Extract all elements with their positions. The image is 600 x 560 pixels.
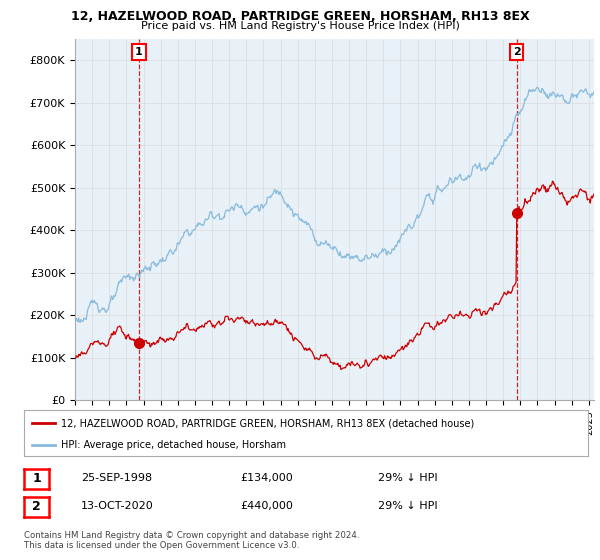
Text: 25-SEP-1998: 25-SEP-1998 <box>81 473 152 483</box>
Text: 12, HAZELWOOD ROAD, PARTRIDGE GREEN, HORSHAM, RH13 8EX: 12, HAZELWOOD ROAD, PARTRIDGE GREEN, HOR… <box>71 10 529 23</box>
Text: 12, HAZELWOOD ROAD, PARTRIDGE GREEN, HORSHAM, RH13 8EX (detached house): 12, HAZELWOOD ROAD, PARTRIDGE GREEN, HOR… <box>61 418 474 428</box>
Text: 29% ↓ HPI: 29% ↓ HPI <box>378 501 437 511</box>
Text: 2: 2 <box>32 500 41 514</box>
Text: 2: 2 <box>513 47 521 57</box>
Text: 13-OCT-2020: 13-OCT-2020 <box>81 501 154 511</box>
Text: £134,000: £134,000 <box>240 473 293 483</box>
Text: Contains HM Land Registry data © Crown copyright and database right 2024.
This d: Contains HM Land Registry data © Crown c… <box>24 531 359 550</box>
Text: Price paid vs. HM Land Registry's House Price Index (HPI): Price paid vs. HM Land Registry's House … <box>140 21 460 31</box>
Text: HPI: Average price, detached house, Horsham: HPI: Average price, detached house, Hors… <box>61 440 286 450</box>
Text: 1: 1 <box>135 47 143 57</box>
Text: £440,000: £440,000 <box>240 501 293 511</box>
Text: 1: 1 <box>32 472 41 486</box>
Text: 29% ↓ HPI: 29% ↓ HPI <box>378 473 437 483</box>
